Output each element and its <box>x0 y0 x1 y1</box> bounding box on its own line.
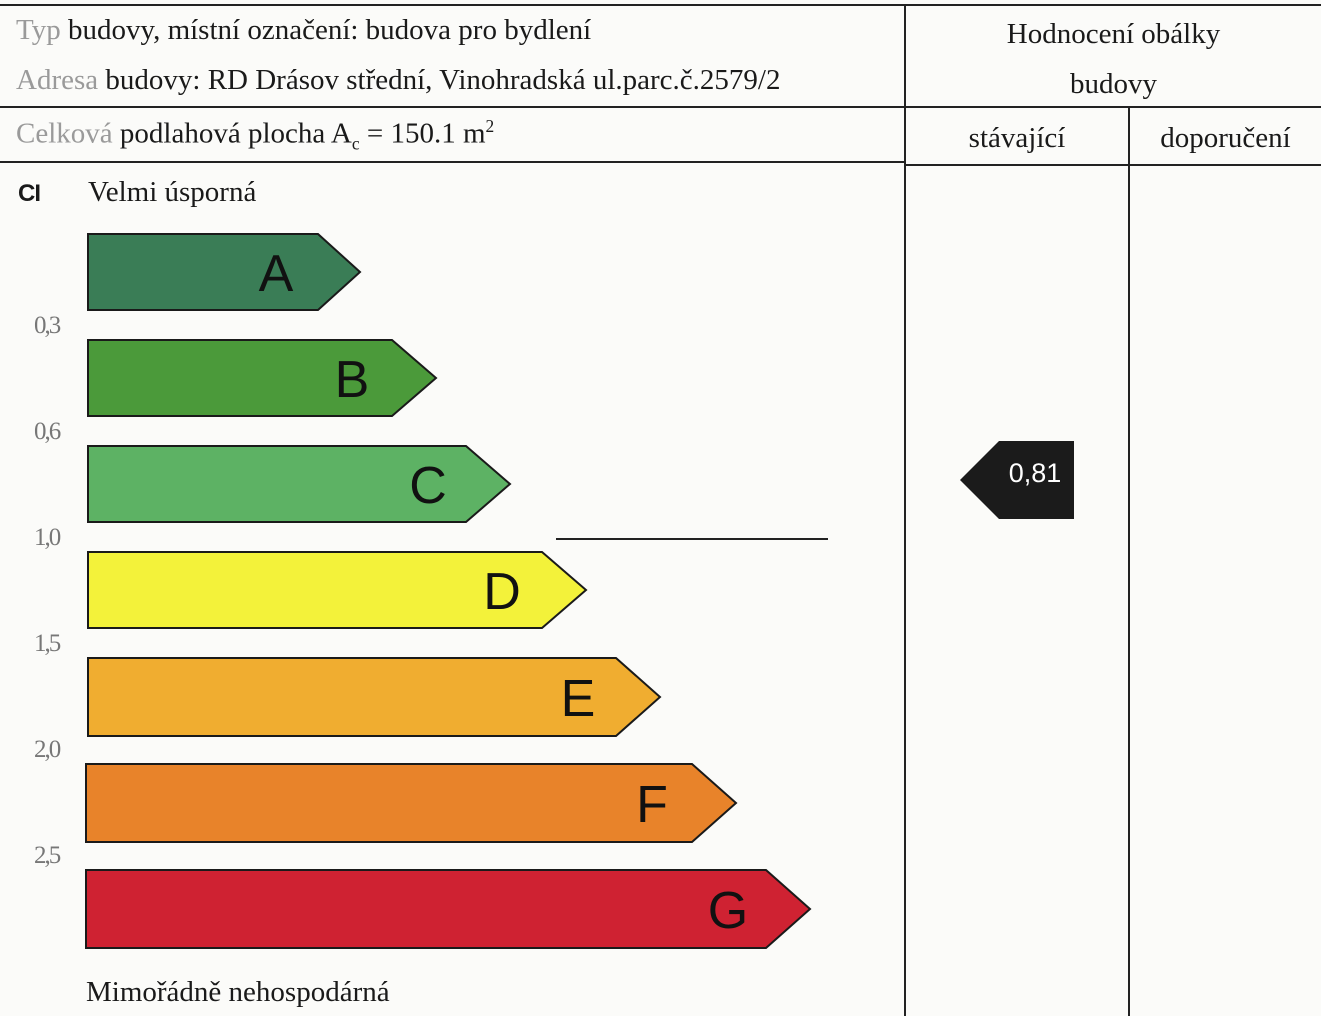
address-line: Adresa budovy: RD Drásov střední, Vinohr… <box>16 66 780 95</box>
class-band-f: F <box>85 763 738 843</box>
row-divider-2 <box>0 161 906 163</box>
class-arrow-c <box>87 445 512 523</box>
floor-area-label: podlahová plocha A <box>112 117 352 150</box>
class-arrow-d <box>87 551 588 629</box>
class-arrow-b <box>87 339 438 417</box>
class-letter-a: A <box>259 245 294 303</box>
column-divider-main <box>904 4 906 1016</box>
rating-title-line2: budovy <box>1070 68 1157 100</box>
top-border <box>0 4 1321 6</box>
row-divider-1 <box>0 106 1321 108</box>
class-arrow-e <box>87 657 662 737</box>
threshold-label: 2,0 <box>34 736 61 763</box>
address-text: budovy: RD Drásov střední, Vinohradská u… <box>98 64 781 96</box>
threshold-label: 1,5 <box>34 630 61 657</box>
address-prefix: Adresa <box>16 64 99 96</box>
floor-area-superscript: 2 <box>485 116 495 136</box>
class-letter-e: E <box>561 670 596 728</box>
threshold-label: 0,6 <box>34 418 61 445</box>
class-letter-f: F <box>636 776 668 834</box>
column-current-label: stávající <box>968 122 1066 154</box>
threshold-label: 1,0 <box>34 524 61 551</box>
class-arrow-a <box>87 233 362 311</box>
threshold-label: 2,5 <box>34 842 61 869</box>
scale-top-label: Velmi úsporná <box>88 176 257 208</box>
floor-area-subscript: c <box>351 133 360 154</box>
current-rating-value: 0,81 <box>1009 458 1062 488</box>
class-band-e: E <box>87 657 662 737</box>
class-letter-g: G <box>708 882 748 940</box>
building-type-prefix: Typ <box>16 14 61 46</box>
rating-title-line1: Hodnocení obálky <box>1006 18 1221 50</box>
current-rating-arrow <box>960 441 1074 519</box>
class-arrow-g <box>85 869 812 949</box>
threshold-label: 0,3 <box>34 312 61 339</box>
scale-bottom-label: Mimořádně nehospodárná <box>86 976 390 1008</box>
building-type-text: budovy, místní označení: budova pro bydl… <box>60 14 592 46</box>
class-band-b: B <box>87 339 438 417</box>
class-letter-c: C <box>409 457 447 515</box>
floor-area-prefix: Celková <box>16 117 113 150</box>
class-arrow-f <box>85 763 738 843</box>
class-letter-b: B <box>335 351 370 409</box>
current-rating-marker: 0,81 <box>960 441 1074 519</box>
class-letter-d: D <box>483 563 521 621</box>
building-type-line: Typ budovy, místní označení: budova pro … <box>16 16 591 45</box>
row-divider-3 <box>906 164 1321 166</box>
floor-area-value: = 150.1 m <box>359 117 486 150</box>
class-band-c: C <box>87 445 512 523</box>
class-band-d: D <box>87 551 588 629</box>
column-recommended-label: doporučení <box>1160 122 1291 154</box>
column-divider-rating <box>1128 108 1130 1016</box>
floor-area-line: Celková podlahová plocha Ac = 150.1 m2 <box>16 116 495 154</box>
class-band-g: G <box>85 869 812 949</box>
ci-index-label: CI <box>18 180 41 207</box>
class-band-a: A <box>87 233 362 311</box>
